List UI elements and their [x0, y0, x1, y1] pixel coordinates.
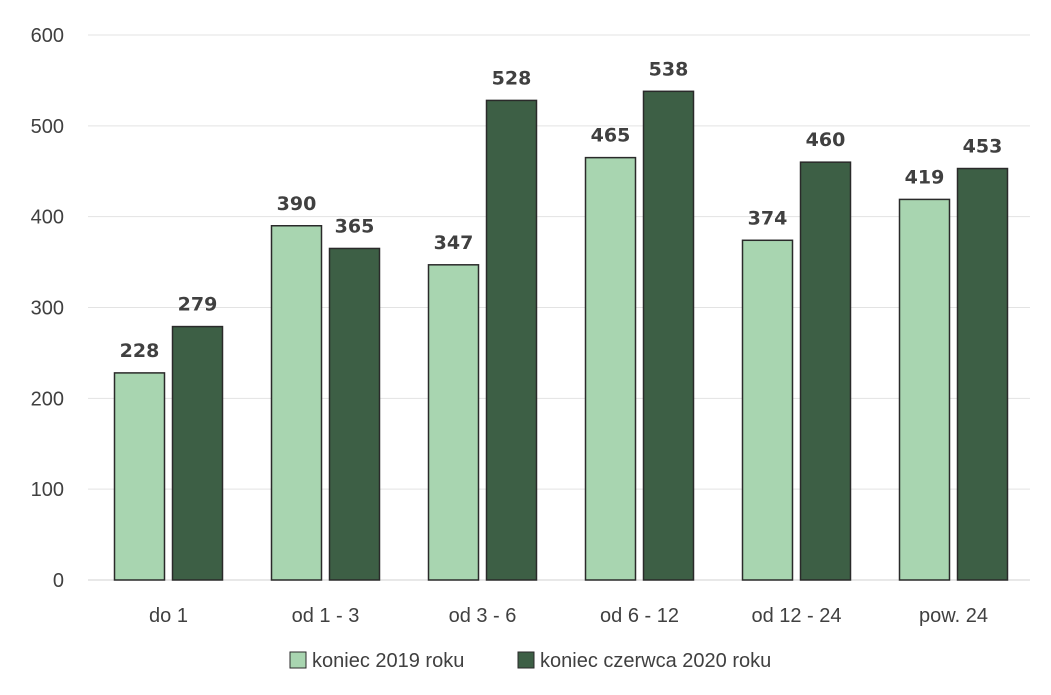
data-label: 390: [277, 193, 317, 215]
bar-series2: [642, 90, 695, 581]
data-label: 453: [963, 136, 1003, 158]
bar-series2: [956, 167, 1009, 581]
y-tick-label: 300: [31, 298, 64, 320]
y-axis-ticks: 0 100 200 300 400 500 600: [31, 25, 64, 592]
gridlines: [88, 34, 1030, 490]
legend-swatch: [517, 651, 535, 669]
data-label: 538: [649, 58, 689, 80]
x-category-label: od 6 - 12: [600, 605, 679, 627]
data-label: 460: [806, 129, 846, 151]
x-axis-categories: do 1 od 1 - 3 od 3 - 6 od 6 - 12 od 12 - 24 p…: [149, 605, 988, 627]
bar-series2: [799, 161, 852, 581]
bar-series1: [741, 239, 794, 581]
x-category-label: od 1 - 3: [292, 605, 360, 627]
bar-series2: [485, 99, 538, 581]
x-category-label: pow. 24: [919, 605, 988, 627]
y-tick-label: 100: [31, 479, 64, 501]
bar-series2: [171, 325, 224, 581]
y-tick-label: 600: [31, 25, 64, 47]
data-label: 465: [591, 125, 631, 147]
legend-label: koniec 2019 roku: [312, 650, 464, 672]
bar-series1: [113, 372, 166, 581]
data-label: 279: [178, 294, 218, 316]
y-tick-label: 0: [53, 570, 64, 592]
data-label: 374: [748, 207, 788, 229]
data-labels: 228 279 390 365 347 528 465 538 374 460 419 453: [120, 58, 1003, 362]
bars: [113, 90, 1009, 581]
bar-series1: [270, 225, 323, 581]
legend-label: koniec czerwca 2020 roku: [540, 650, 771, 672]
x-category-label: od 3 - 6: [449, 605, 517, 627]
data-label: 528: [492, 67, 532, 89]
legend-swatch: [289, 651, 307, 669]
data-label: 347: [434, 232, 474, 254]
y-tick-label: 500: [31, 116, 64, 138]
data-label: 228: [120, 340, 160, 362]
y-tick-label: 200: [31, 388, 64, 410]
bar-series1: [427, 264, 480, 581]
x-category-label: od 12 - 24: [751, 605, 841, 627]
bar-series1: [898, 198, 951, 581]
y-tick-label: 400: [31, 207, 64, 229]
bar-series1: [584, 156, 637, 581]
data-label: 419: [905, 166, 945, 188]
legend: koniec 2019 roku koniec czerwca 2020 roku: [289, 650, 771, 672]
data-label: 365: [335, 215, 375, 237]
x-category-label: do 1: [149, 605, 188, 627]
bar-series2: [328, 247, 381, 581]
